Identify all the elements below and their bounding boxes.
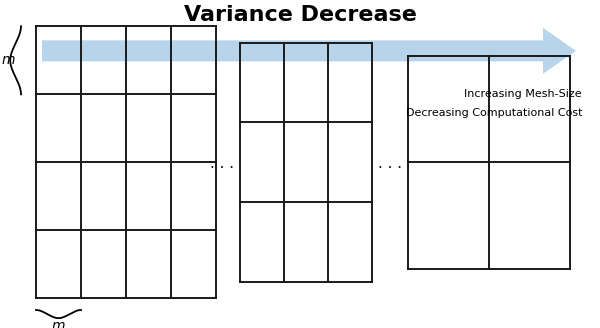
Text: Increasing Mesh-Size: Increasing Mesh-Size [464,89,582,98]
Text: m: m [52,319,65,328]
Text: m: m [1,53,14,67]
Text: . . .: . . . [378,157,402,171]
Polygon shape [42,28,576,74]
Text: . . .: . . . [210,157,234,171]
Text: Decreasing Computational Cost: Decreasing Computational Cost [406,108,582,118]
Text: Variance Decrease: Variance Decrease [184,5,416,25]
